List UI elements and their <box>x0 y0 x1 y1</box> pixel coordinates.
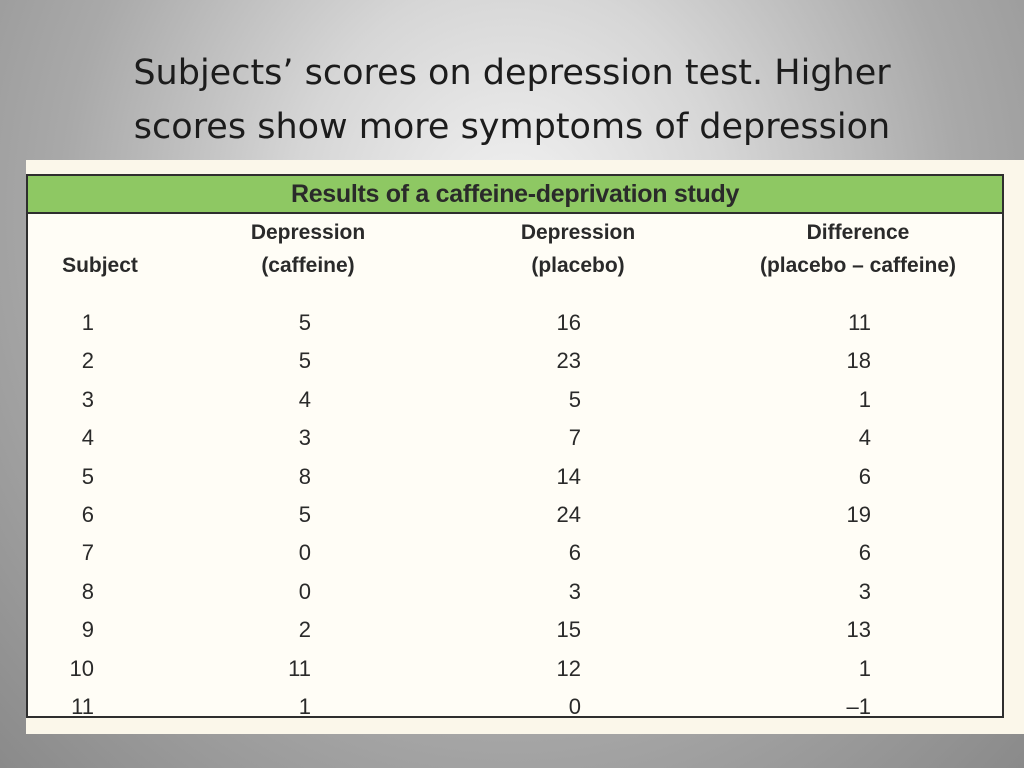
cell-subject: 8 <box>81 578 94 604</box>
cell-placebo: 23 <box>556 348 581 374</box>
cell-difference: 6 <box>858 463 871 489</box>
cell-difference: –1 <box>846 693 871 719</box>
cell-caffeine: 11 <box>288 655 311 681</box>
cell-caffeine: 1 <box>298 693 311 719</box>
header-depression-placebo: Depression (placebo) <box>498 216 658 288</box>
cell-caffeine: 4 <box>298 386 311 412</box>
cell-placebo: 14 <box>556 463 581 489</box>
slide-title-line-1: Subjects’ scores on depression test. Hig… <box>133 53 891 93</box>
cell-subject: 7 <box>81 540 94 566</box>
table-row: 5 8 14 6 <box>28 458 1002 496</box>
cell-difference: 1 <box>858 655 871 681</box>
cell-placebo: 5 <box>568 386 581 412</box>
table-row: 11 1 0 –1 <box>28 688 1002 726</box>
table-row: 4 3 7 4 <box>28 419 1002 457</box>
cell-difference: 3 <box>858 578 871 604</box>
table-row: 10 11 12 1 <box>28 650 1002 688</box>
header-subject: Subject <box>50 216 150 288</box>
cell-subject: 5 <box>81 463 94 489</box>
cell-subject: 6 <box>81 501 94 527</box>
slide-title: Subjects’ scores on depression test. Hig… <box>60 46 964 154</box>
cell-placebo: 12 <box>556 655 581 681</box>
cell-difference: 1 <box>858 386 871 412</box>
cell-subject: 4 <box>81 425 94 451</box>
cell-placebo: 0 <box>568 693 581 719</box>
table-body: 1 5 16 11 2 5 23 18 3 4 5 1 4 3 7 4 <box>28 304 1002 726</box>
table-row: 3 4 5 1 <box>28 381 1002 419</box>
cell-subject: 3 <box>81 386 94 412</box>
cell-subject: 10 <box>69 655 94 681</box>
header-difference: Difference (placebo – caffeine) <box>748 216 968 288</box>
cell-subject: 9 <box>81 617 94 643</box>
table-header-row: Subject Depression (caffeine) Depression… <box>28 216 1002 288</box>
cell-placebo: 15 <box>556 617 581 643</box>
slide-title-line-2: scores show more symptoms of depression <box>133 107 891 147</box>
table-row: 8 0 3 3 <box>28 573 1002 611</box>
header-placebo-line-1: Depression <box>520 221 636 244</box>
cell-caffeine: 5 <box>298 310 311 335</box>
header-caffeine-line-2: (caffeine) <box>261 254 355 277</box>
header-caffeine-line-1: Depression <box>250 221 366 244</box>
cell-caffeine: 5 <box>298 348 311 374</box>
cell-placebo: 7 <box>568 425 581 451</box>
cell-caffeine: 5 <box>298 501 311 527</box>
cell-difference: 18 <box>846 348 871 374</box>
cell-placebo: 6 <box>568 540 581 566</box>
cell-subject: 11 <box>71 693 94 719</box>
table-row: 2 5 23 18 <box>28 342 1002 380</box>
header-depression-caffeine: Depression (caffeine) <box>228 216 388 288</box>
cell-placebo: 24 <box>556 501 581 527</box>
table-row: 6 5 24 19 <box>28 496 1002 534</box>
header-difference-line-1: Difference <box>806 221 910 244</box>
results-table: Results of a caffeine-deprivation study … <box>26 174 1004 719</box>
cell-caffeine: 8 <box>298 463 311 489</box>
cell-placebo: 16 <box>556 310 581 335</box>
table-row: 7 0 6 6 <box>28 534 1002 572</box>
cell-caffeine: 0 <box>298 540 311 566</box>
cell-caffeine: 3 <box>298 425 311 451</box>
cell-placebo: 3 <box>568 578 581 604</box>
cell-subject: 1 <box>81 310 94 335</box>
cell-difference: 4 <box>858 425 871 451</box>
cell-difference: 13 <box>846 617 871 643</box>
cell-caffeine: 2 <box>298 617 311 643</box>
table-image: Results of a caffeine-deprivation study … <box>26 160 1024 734</box>
header-difference-line-2: (placebo – caffeine) <box>759 254 957 277</box>
cell-difference: 6 <box>858 540 871 566</box>
table-row: 9 2 15 13 <box>28 611 1002 649</box>
header-subject-label: Subject <box>62 254 138 277</box>
header-placebo-line-2: (placebo) <box>531 254 625 277</box>
table-row: 1 5 16 11 <box>28 304 1002 342</box>
cell-difference: 11 <box>848 310 871 335</box>
cell-subject: 2 <box>81 348 94 374</box>
cell-difference: 19 <box>846 501 871 527</box>
table-caption: Results of a caffeine-deprivation study <box>28 176 1002 214</box>
cell-caffeine: 0 <box>298 578 311 604</box>
